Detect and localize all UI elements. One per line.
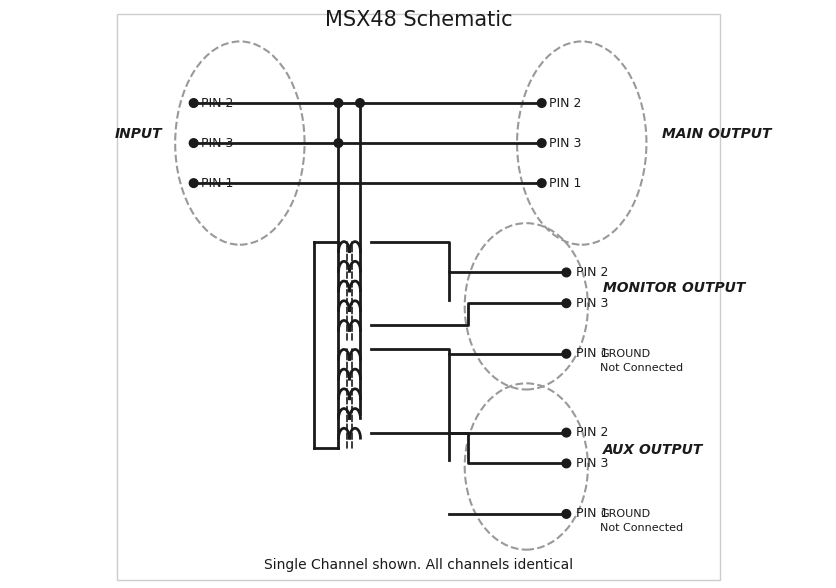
Text: MAIN OUTPUT: MAIN OUTPUT: [661, 127, 771, 141]
Text: PIN 2: PIN 2: [548, 96, 581, 109]
Circle shape: [537, 179, 545, 188]
Circle shape: [561, 428, 570, 437]
Text: PIN 3: PIN 3: [201, 136, 233, 149]
Text: Not Connected: Not Connected: [599, 363, 682, 373]
Text: PIN 1: PIN 1: [575, 348, 607, 360]
Text: MSX48 Schematic: MSX48 Schematic: [324, 10, 512, 30]
Text: PIN 1: PIN 1: [201, 176, 233, 189]
Circle shape: [537, 99, 545, 108]
Text: PIN 1: PIN 1: [575, 507, 607, 520]
Circle shape: [537, 139, 545, 148]
Circle shape: [561, 459, 570, 467]
Text: Not Connected: Not Connected: [599, 523, 682, 533]
Circle shape: [561, 268, 570, 277]
Text: INPUT: INPUT: [115, 127, 162, 141]
Text: GROUND: GROUND: [599, 509, 650, 519]
Text: PIN 1: PIN 1: [548, 176, 581, 189]
Text: PIN 2: PIN 2: [201, 96, 233, 109]
Text: PIN 3: PIN 3: [548, 136, 581, 149]
Text: GROUND: GROUND: [599, 349, 650, 359]
Text: PIN 3: PIN 3: [575, 457, 607, 470]
Text: PIN 2: PIN 2: [575, 426, 607, 439]
Text: Single Channel shown. All channels identical: Single Channel shown. All channels ident…: [263, 558, 573, 572]
Circle shape: [334, 139, 342, 148]
Circle shape: [561, 299, 570, 308]
Text: MONITOR OUTPUT: MONITOR OUTPUT: [603, 281, 745, 295]
Circle shape: [189, 179, 198, 188]
Text: AUX OUTPUT: AUX OUTPUT: [603, 443, 703, 457]
Circle shape: [561, 510, 570, 518]
Circle shape: [334, 99, 342, 108]
Circle shape: [189, 139, 198, 148]
Circle shape: [355, 99, 364, 108]
Text: PIN 2: PIN 2: [575, 266, 607, 279]
Circle shape: [561, 349, 570, 358]
Text: PIN 3: PIN 3: [575, 297, 607, 310]
Circle shape: [189, 99, 198, 108]
